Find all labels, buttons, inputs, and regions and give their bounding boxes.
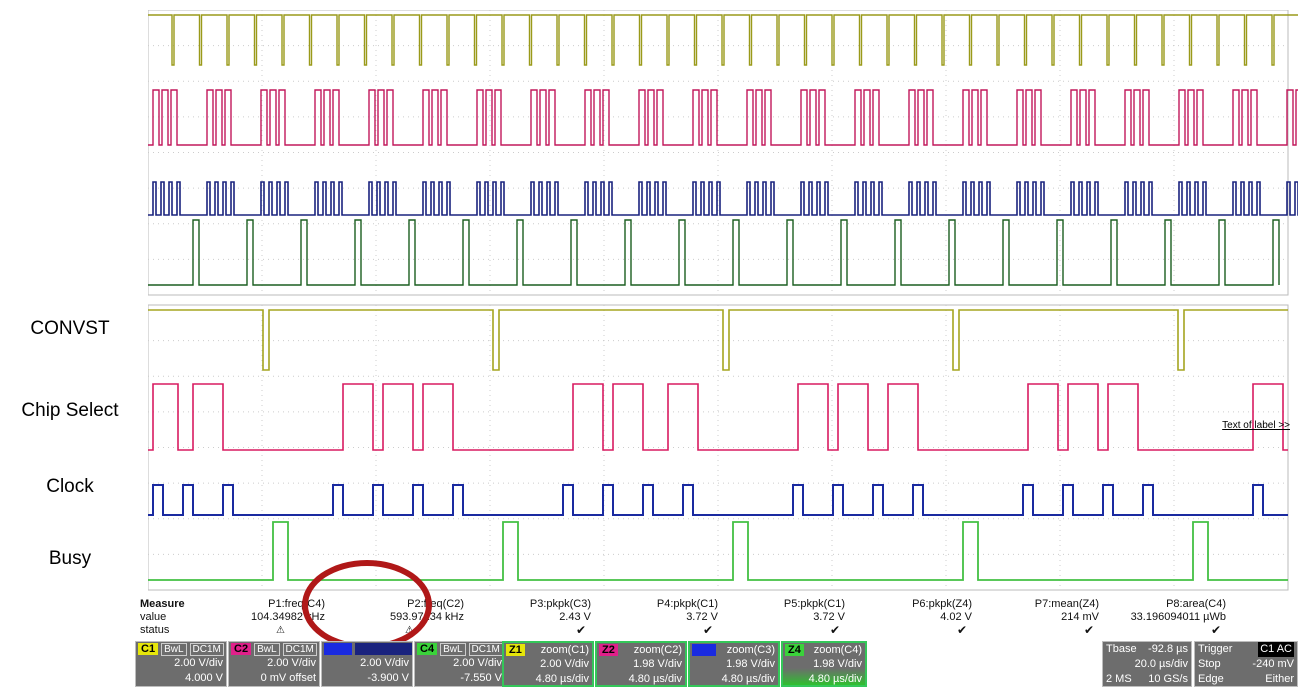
- text-of-label-link[interactable]: Text of label >>: [1222, 420, 1290, 431]
- c1-bw: BwL: [161, 642, 187, 656]
- check-icon: ✔: [1083, 623, 1094, 637]
- check-icon: ✔: [829, 623, 840, 637]
- trigger-label: Trigger: [1198, 643, 1233, 655]
- channel-c1-box[interactable]: C1 BwL DC1M 2.00 V/div 4.000 V: [135, 641, 227, 687]
- p4-value: 3.72 V: [686, 611, 718, 623]
- z1-tag: Z1: [506, 644, 525, 656]
- c3-header-fill: [355, 643, 412, 655]
- annotation-circle: [302, 560, 432, 650]
- trace-c3: [148, 181, 1298, 216]
- check-icon: ✔: [575, 623, 586, 637]
- z2-source: zoom(C2): [633, 644, 682, 656]
- warning-icon: ⚠: [276, 625, 285, 636]
- scope-display[interactable]: C1 C2 C3 C4 Z1 Z2 Z3 Z4: [148, 10, 1298, 598]
- z2-tdiv: 4.80 µs/div: [628, 673, 682, 685]
- p5-value: 3.72 V: [813, 611, 845, 623]
- waveform-traces: [148, 14, 1298, 581]
- c1-offset: 4.000 V: [185, 672, 223, 684]
- z4-tag: Z4: [785, 644, 804, 656]
- c4-offset: -7.550 V: [460, 672, 502, 684]
- channel-bar: C1 BwL DC1M 2.00 V/div 4.000 V C2 BwL DC1M 2…: [135, 641, 1300, 687]
- p5-name[interactable]: P5:pkpk(C1): [783, 598, 845, 610]
- c3-vdiv: 2.00 V/div: [360, 657, 409, 669]
- trace-c4: [148, 219, 1280, 286]
- tbase-offset: -92.8 µs: [1148, 643, 1188, 655]
- tbase-tdiv: 20.0 µs/div: [1134, 658, 1188, 670]
- z4-vdiv: 1.98 V/div: [813, 658, 862, 670]
- tbase-label: Tbase: [1106, 643, 1137, 655]
- z3-vdiv: 1.98 V/div: [726, 658, 775, 670]
- c1-coupling: DC1M: [189, 642, 224, 656]
- p3-value: 2.43 V: [559, 611, 591, 623]
- z2-tag: Z2: [599, 644, 618, 656]
- p8-name[interactable]: P8:area(C4): [1166, 598, 1226, 610]
- p6-name[interactable]: P6:pkpk(Z4): [912, 598, 972, 610]
- c4-tag: C4: [417, 643, 438, 655]
- trace-z3: [148, 484, 1288, 516]
- c3-tag: [324, 643, 352, 655]
- tbase-samples: 2 MS: [1106, 673, 1132, 685]
- c2-coupling: DC1M: [282, 642, 317, 656]
- check-icon: ✔: [956, 623, 967, 637]
- c2-bw: BwL: [254, 642, 280, 656]
- trigger-slope: Either: [1265, 673, 1294, 685]
- p3-name[interactable]: P3:pkpk(C3): [529, 598, 591, 610]
- zoom-z1-box[interactable]: Z1 zoom(C1) 2.00 V/div 4.80 µs/div: [502, 641, 594, 687]
- trigger-level: -240 mV: [1252, 658, 1294, 670]
- trigger-mode: Stop: [1198, 658, 1221, 670]
- c2-offset: 0 mV offset: [260, 672, 316, 684]
- check-icon: ✔: [1210, 623, 1221, 637]
- z3-source: zoom(C3): [726, 644, 775, 656]
- zoom-z3-box[interactable]: zoom(C3) 1.98 V/div 4.80 µs/div: [688, 641, 780, 687]
- z3-tag: [692, 644, 716, 656]
- c4-coupling: DC1M: [468, 642, 503, 656]
- c4-bw: BwL: [440, 642, 466, 656]
- channel-c2-box[interactable]: C2 BwL DC1M 2.00 V/div 0 mV offset: [228, 641, 320, 687]
- z4-tdiv: 4.80 µs/div: [808, 673, 862, 685]
- trace-z1: [148, 309, 1288, 371]
- p8-value: 33.196094011 µWb: [1130, 611, 1226, 623]
- z1-source: zoom(C1): [540, 644, 589, 656]
- zoom-grid: [148, 304, 1289, 591]
- z4-source: zoom(C4): [813, 644, 862, 656]
- trigger-source: C1 AC: [1258, 642, 1294, 657]
- clock-label: Clock: [46, 476, 94, 497]
- p7-name[interactable]: P7:mean(Z4): [1034, 598, 1099, 610]
- p6-value: 4.02 V: [940, 611, 972, 623]
- measure-title: Measure: [140, 598, 185, 610]
- channel-c3-box[interactable]: 2.00 V/div -3.900 V: [321, 641, 413, 687]
- p4-name[interactable]: P4:pkpk(C1): [656, 598, 718, 610]
- z3-tdiv: 4.80 µs/div: [721, 673, 775, 685]
- value-label: value: [140, 611, 167, 623]
- c1-tag: C1: [138, 643, 159, 655]
- z2-vdiv: 1.98 V/div: [633, 658, 682, 670]
- trace-c2: [148, 89, 1298, 146]
- c4-vdiv: 2.00 V/div: [453, 657, 502, 669]
- convst-label: CONVST: [30, 318, 110, 339]
- busy-label: Busy: [48, 548, 92, 569]
- trigger-box[interactable]: Trigger C1 AC Stop -240 mV Edge Either: [1194, 641, 1298, 687]
- status-label: status: [140, 624, 170, 636]
- c2-vdiv: 2.00 V/div: [267, 657, 316, 669]
- channel-c4-box[interactable]: C4 BwL DC1M 2.00 V/div -7.550 V: [414, 641, 506, 687]
- tbase-rate: 10 GS/s: [1148, 673, 1188, 685]
- trigger-type: Edge: [1198, 673, 1224, 685]
- p7-value: 214 mV: [1061, 611, 1099, 623]
- zoom-z4-box[interactable]: Z4 zoom(C4) 1.98 V/div 4.80 µs/div: [781, 641, 867, 687]
- trace-c1: [148, 14, 1298, 66]
- zoom-z2-box[interactable]: Z2 zoom(C2) 1.98 V/div 4.80 µs/div: [595, 641, 687, 687]
- trace-z2: [148, 383, 1288, 451]
- c2-tag: C2: [231, 643, 252, 655]
- z1-tdiv: 4.80 µs/div: [535, 673, 589, 685]
- c1-vdiv: 2.00 V/div: [174, 657, 223, 669]
- trace-z4: [148, 521, 1288, 581]
- check-icon: ✔: [702, 623, 713, 637]
- chip-select-label: Chip Select: [21, 400, 119, 421]
- c3-offset: -3.900 V: [367, 672, 409, 684]
- z1-vdiv: 2.00 V/div: [540, 658, 589, 670]
- timebase-box[interactable]: Tbase -92.8 µs 20.0 µs/div 2 MS 10 GS/s: [1102, 641, 1192, 687]
